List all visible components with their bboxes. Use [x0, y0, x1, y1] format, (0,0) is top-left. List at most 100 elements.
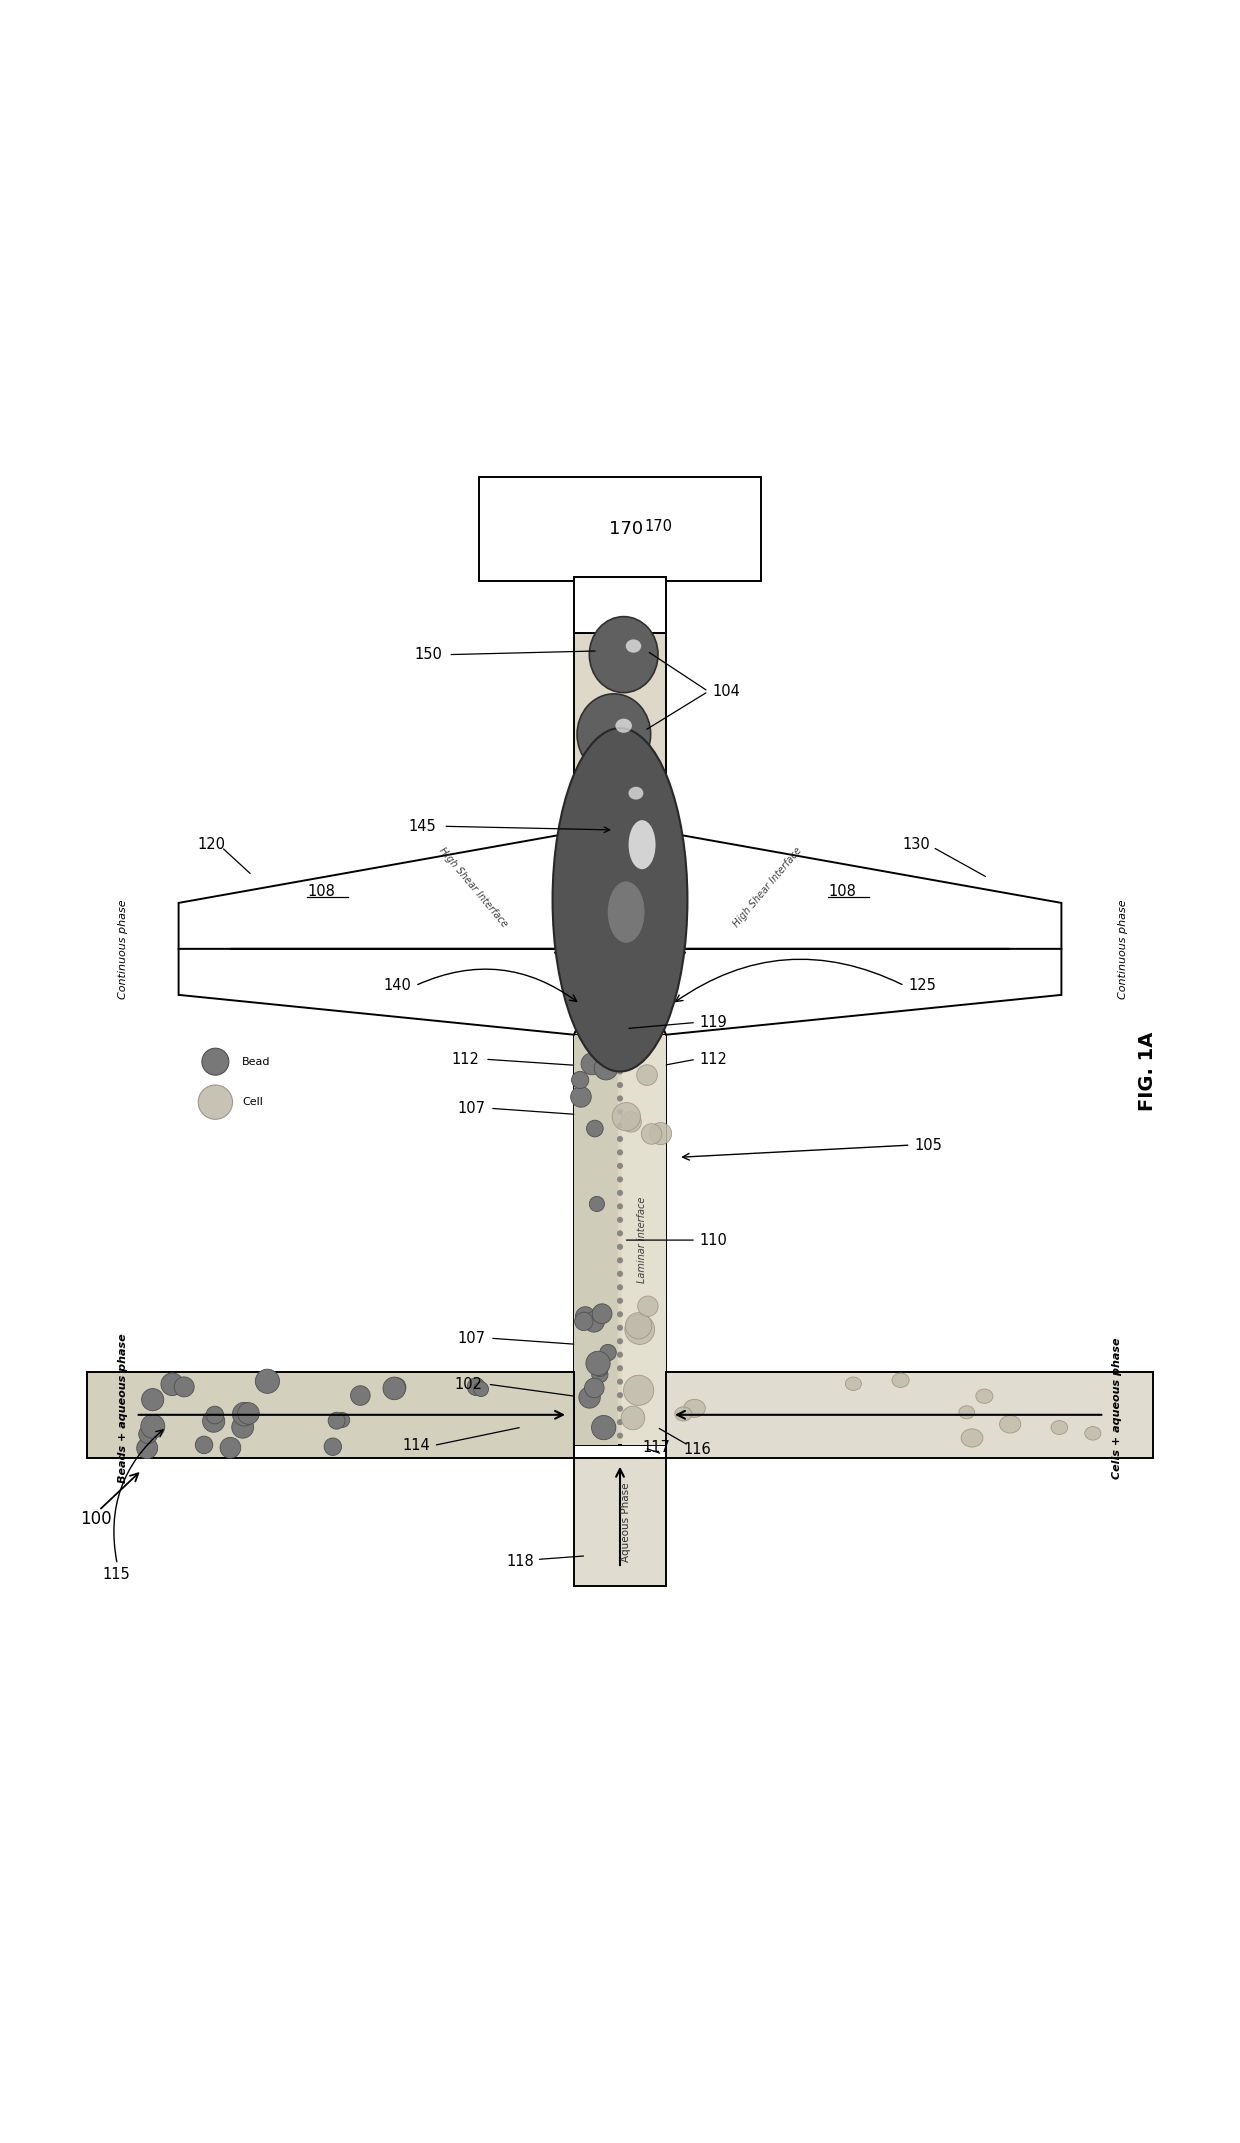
Circle shape — [139, 1425, 157, 1444]
Circle shape — [206, 1406, 223, 1423]
Circle shape — [579, 1387, 600, 1408]
Circle shape — [621, 1112, 641, 1132]
Circle shape — [618, 1406, 622, 1412]
Ellipse shape — [629, 821, 656, 870]
Circle shape — [625, 1314, 652, 1339]
Ellipse shape — [976, 1389, 993, 1404]
Circle shape — [219, 1438, 241, 1457]
Ellipse shape — [846, 1378, 862, 1391]
Circle shape — [161, 1374, 184, 1395]
Circle shape — [618, 1337, 622, 1344]
Bar — [179, 902, 574, 994]
Circle shape — [618, 1365, 622, 1372]
Text: 112: 112 — [699, 1052, 728, 1067]
Circle shape — [618, 1082, 622, 1089]
Circle shape — [202, 1048, 229, 1076]
Circle shape — [255, 1369, 279, 1393]
Circle shape — [593, 1303, 613, 1324]
Text: Cell: Cell — [242, 1097, 263, 1108]
Circle shape — [641, 1123, 662, 1144]
Bar — [622, 1035, 666, 1447]
Circle shape — [618, 1258, 622, 1264]
Text: 105: 105 — [914, 1138, 942, 1153]
Ellipse shape — [1085, 1427, 1101, 1440]
Text: High Shear Interface: High Shear Interface — [436, 846, 510, 930]
Polygon shape — [179, 949, 610, 1035]
Circle shape — [174, 1378, 195, 1397]
Circle shape — [591, 1367, 608, 1382]
Circle shape — [582, 1052, 603, 1076]
Text: 108: 108 — [308, 883, 335, 898]
Text: 112: 112 — [451, 1052, 479, 1067]
Circle shape — [636, 1065, 657, 1087]
Circle shape — [387, 1378, 405, 1397]
Circle shape — [618, 1419, 622, 1425]
Bar — [574, 576, 666, 632]
Text: Laminar interface: Laminar interface — [637, 1198, 647, 1284]
Text: 170: 170 — [609, 521, 644, 538]
Text: 120: 120 — [197, 838, 224, 853]
Bar — [87, 1372, 574, 1457]
Circle shape — [618, 1177, 622, 1183]
Circle shape — [624, 1376, 653, 1406]
Text: 118: 118 — [506, 1554, 534, 1569]
Circle shape — [618, 1324, 622, 1331]
Bar — [666, 1372, 1153, 1457]
Circle shape — [618, 1095, 622, 1102]
Text: 115: 115 — [103, 1567, 130, 1582]
Text: 119: 119 — [699, 1016, 728, 1031]
Circle shape — [474, 1382, 489, 1397]
Ellipse shape — [1052, 1421, 1068, 1434]
Circle shape — [594, 1056, 618, 1080]
Circle shape — [618, 1243, 622, 1249]
Circle shape — [324, 1438, 341, 1455]
Text: 130: 130 — [901, 838, 930, 853]
Circle shape — [467, 1378, 485, 1395]
Ellipse shape — [608, 881, 645, 943]
Ellipse shape — [553, 729, 687, 1072]
Circle shape — [618, 1393, 622, 1397]
Text: 108: 108 — [828, 883, 857, 898]
Text: 150: 150 — [414, 647, 443, 662]
Text: 110: 110 — [699, 1232, 728, 1247]
Text: Beads + aqueous phase: Beads + aqueous phase — [119, 1333, 129, 1483]
Circle shape — [621, 1406, 645, 1429]
Ellipse shape — [577, 694, 651, 776]
Text: 140: 140 — [383, 977, 412, 992]
Ellipse shape — [892, 1374, 909, 1387]
Circle shape — [572, 1072, 589, 1089]
Text: Cells + aqueous phase: Cells + aqueous phase — [1111, 1337, 1121, 1479]
Circle shape — [575, 1307, 595, 1327]
Circle shape — [618, 1189, 622, 1196]
Circle shape — [238, 1404, 259, 1425]
Circle shape — [618, 1069, 622, 1074]
Circle shape — [618, 1432, 622, 1438]
Polygon shape — [630, 831, 1061, 949]
Text: High Shear Interface: High Shear Interface — [730, 846, 804, 930]
Bar — [479, 478, 761, 581]
Circle shape — [591, 1417, 616, 1440]
Polygon shape — [179, 831, 610, 949]
Ellipse shape — [683, 1399, 706, 1417]
Circle shape — [593, 1361, 608, 1376]
Circle shape — [618, 1284, 622, 1290]
Circle shape — [618, 1041, 622, 1048]
Ellipse shape — [615, 718, 632, 733]
Circle shape — [383, 1378, 405, 1399]
Text: 117: 117 — [642, 1440, 670, 1455]
Text: 102: 102 — [455, 1376, 482, 1391]
Text: 100: 100 — [81, 1511, 112, 1528]
Text: 104: 104 — [712, 684, 740, 699]
Ellipse shape — [629, 786, 644, 799]
Circle shape — [618, 1136, 622, 1142]
Ellipse shape — [999, 1414, 1021, 1434]
Circle shape — [625, 1314, 655, 1344]
Circle shape — [618, 1164, 622, 1168]
Ellipse shape — [626, 639, 641, 654]
Polygon shape — [630, 949, 1061, 1035]
Ellipse shape — [959, 1406, 975, 1419]
Ellipse shape — [675, 1406, 692, 1421]
Text: 114: 114 — [402, 1438, 430, 1453]
Bar — [666, 902, 1061, 994]
Circle shape — [618, 1352, 622, 1359]
